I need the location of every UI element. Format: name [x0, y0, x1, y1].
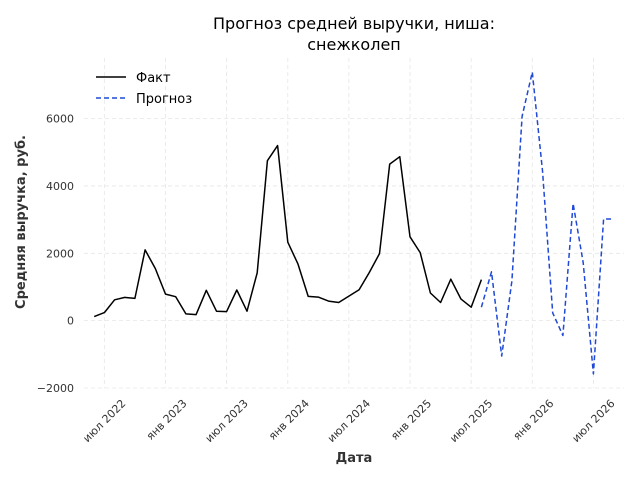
y-tick-label: 6000	[46, 113, 74, 126]
x-axis-label: Дата	[336, 451, 373, 466]
grid	[84, 58, 624, 389]
x-tick-label: июл 2026	[570, 397, 618, 445]
y-tick-label: −2000	[37, 382, 74, 395]
legend: Факт Прогноз	[96, 71, 192, 107]
y-tick-label: 0	[67, 315, 74, 328]
y-tick-label: 2000	[46, 247, 74, 260]
x-tick-label: янв 2024	[266, 397, 312, 443]
x-tick-label: янв 2026	[511, 397, 557, 443]
x-tick-label: июл 2025	[447, 397, 495, 445]
legend-label-fact: Факт	[136, 71, 171, 86]
legend-label-forecast: Прогноз	[136, 92, 192, 107]
chart-title-line-1: Прогноз средней выручки, ниша:	[213, 14, 495, 33]
series-line-fact	[93, 144, 483, 318]
x-tick-label: июл 2022	[80, 397, 128, 445]
x-tick-label: июл 2024	[325, 397, 373, 445]
x-tick-label: янв 2025	[388, 397, 434, 443]
x-tick-label: июл 2023	[203, 397, 251, 445]
y-axis-label: Средняя выручка, руб.	[14, 135, 29, 309]
x-axis-ticks: июл 2022 янв 2023 июл 2023 янв 2024 июл 2024…	[80, 397, 617, 445]
y-tick-label: 4000	[46, 180, 74, 193]
y-axis-ticks: −2000 0 2000 4000 6000	[37, 113, 74, 395]
series-line-forecast	[480, 71, 614, 375]
x-tick-label: янв 2023	[144, 397, 190, 443]
series-layer	[93, 71, 614, 375]
chart-title-line-2: снежколеп	[307, 35, 401, 54]
